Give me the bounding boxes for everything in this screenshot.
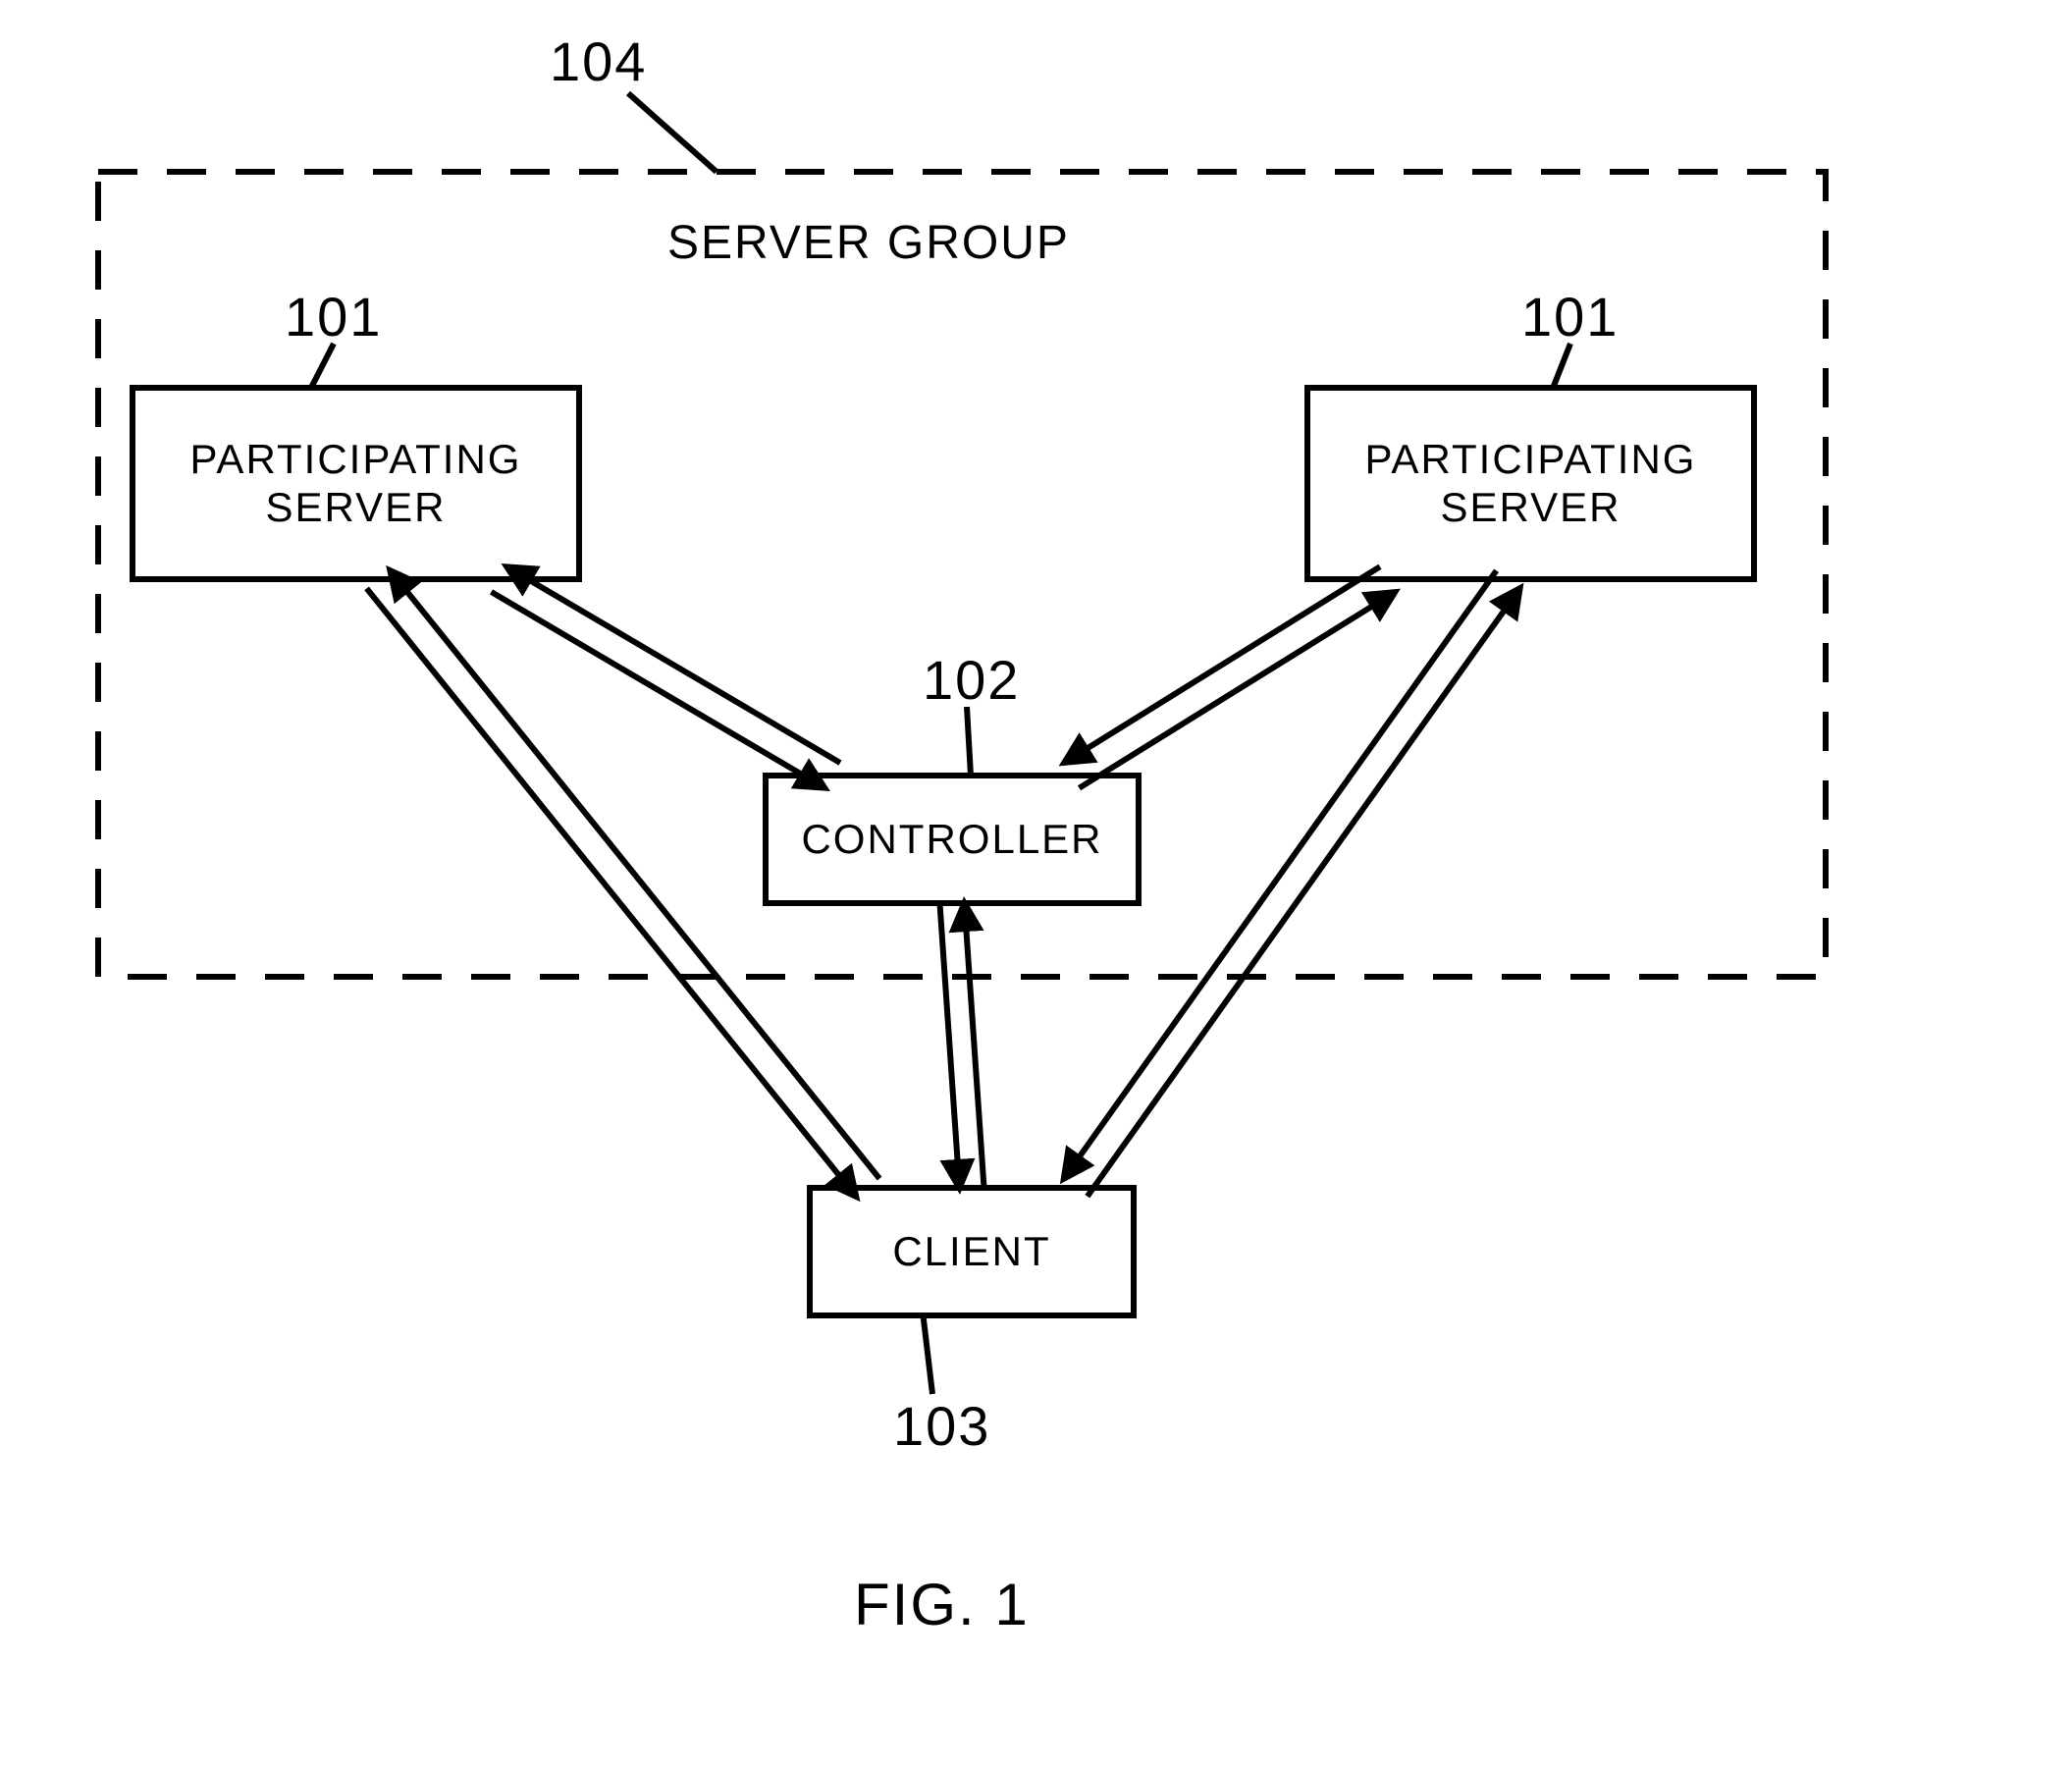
ref-104: 104 [550, 29, 647, 93]
ref-102: 102 [923, 648, 1020, 712]
ref-103: 103 [893, 1394, 990, 1458]
client-label: CLIENT [810, 1188, 1134, 1315]
server-group-title: SERVER GROUP [667, 216, 1070, 270]
controller-label: CONTROLLER [766, 776, 1139, 903]
server_right-label: PARTICIPATING SERVER [1307, 388, 1754, 579]
figure-label: FIG. 1 [854, 1571, 1030, 1638]
ref-101-left: 101 [285, 285, 382, 348]
ref-101-right: 101 [1521, 285, 1619, 348]
server_left-label: PARTICIPATING SERVER [133, 388, 579, 579]
